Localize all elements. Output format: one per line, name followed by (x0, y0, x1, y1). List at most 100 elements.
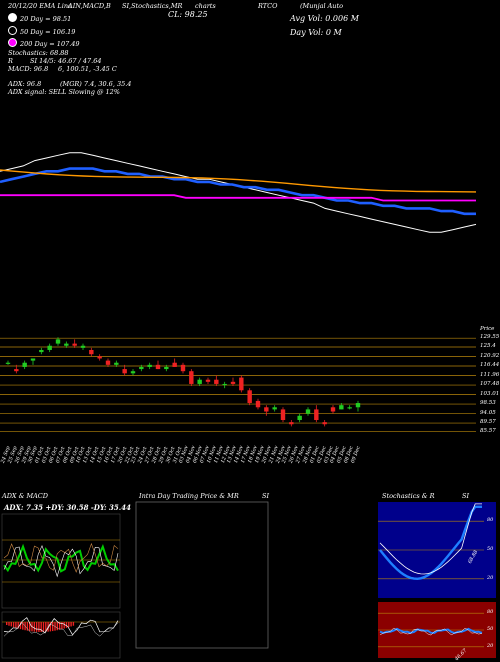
macd-hist-bar (19, 622, 22, 630)
price-tick-label: 116.44 (480, 362, 500, 369)
legend-50day: 50 Day = 106.19 (8, 26, 75, 36)
macd-hist-bar (15, 622, 17, 628)
candle-body (230, 381, 236, 384)
macd-hist-bar (35, 622, 38, 632)
candle-body (172, 362, 177, 367)
close-text: CL: 98.25 (168, 10, 208, 19)
macd-hist-bar (49, 622, 52, 632)
adx-stat: ADX: 96.8 (8, 80, 42, 88)
panel-tick-label: 80 (487, 517, 494, 524)
candle-body (155, 364, 161, 370)
intraday-panel-title: Intra Day Trading Price & MR (139, 492, 239, 500)
candle-body (130, 371, 136, 374)
candle-body (355, 403, 361, 408)
candle-body (180, 364, 186, 372)
macd-hist-bar (72, 622, 75, 626)
adx-values: (MGR) 7.4, 30.6, 35.4 (60, 80, 132, 88)
candle-body (139, 366, 144, 370)
macd-line (3, 617, 119, 636)
price-tick-label: 111.96 (480, 371, 500, 378)
panel-tick-label: 20 (487, 642, 494, 649)
panel-tick-label: 50 (487, 546, 494, 552)
avg-vol-text: Avg Vol: 0.006 M (290, 14, 359, 23)
price-tick-label: 103.01 (480, 390, 500, 397)
r-label: R (8, 57, 13, 65)
price-tick-label: 94.05 (480, 409, 496, 416)
macd-hist-bar (56, 622, 58, 631)
adx-orange-line (3, 542, 119, 573)
date-info: 20/12/20 EMA Line (8, 2, 72, 10)
panel-tick-label: 80 (487, 609, 494, 616)
macd-hist-bar (63, 622, 65, 629)
stoch-si-label: SI (462, 492, 470, 500)
legend-200day: 200 Day = 107.49 (8, 38, 80, 48)
macd-hist-bar (17, 622, 19, 629)
day-vol-text: Day Vol: 0 M (290, 28, 342, 37)
macd-hist-bar (68, 622, 70, 628)
macd-hist-bar (42, 622, 45, 632)
price-unit-label: Price (480, 326, 495, 332)
macd-signal-line (3, 622, 119, 637)
candle-body (89, 349, 94, 355)
macd-hist-bar (12, 622, 15, 628)
stoch-panel-title: Stochastics & R (382, 492, 435, 500)
macd-values: 6, 100.51, -3.45 C (58, 65, 117, 73)
candle-body (72, 343, 77, 346)
candle-body (222, 383, 227, 386)
price-tick-label: 120.92 (480, 352, 500, 359)
adx-white-line (3, 544, 119, 578)
si-signal-line (379, 627, 483, 636)
stochastics-stat: Stochastics: 68.88 (8, 49, 69, 57)
macd-hist-bar (10, 622, 12, 627)
candle-body (272, 407, 277, 410)
macd-hist-bar (33, 622, 35, 632)
candle-body (214, 379, 219, 384)
price-tick-label: 125.4 (480, 343, 496, 349)
intraday-panel-frame (135, 501, 269, 649)
source-label: charts (195, 2, 216, 10)
candle-body (114, 362, 119, 365)
extra-label: (Munjal Auto (300, 2, 344, 10)
ma-line-200-day (0, 194, 476, 202)
stoch-k-line (379, 505, 482, 581)
candle-body (247, 390, 252, 404)
adx-signal: ADX signal: SELL Slowing @ 12% (8, 88, 120, 96)
macd-hist-bar (8, 622, 10, 626)
macd-hist-bar (52, 622, 54, 632)
candle-body (264, 407, 269, 412)
price-tick-label: 107.48 (480, 381, 500, 388)
candle-body (339, 405, 344, 410)
price-tick-label: 98.53 (480, 400, 496, 407)
candle-body (122, 369, 127, 374)
candle-body (164, 366, 169, 370)
adx-green-line (3, 543, 119, 573)
candle-body (47, 345, 52, 350)
candle-body (39, 349, 44, 353)
stoch-label: SI,Stochastics,MR (122, 2, 183, 10)
macd-hist-bar (22, 622, 24, 630)
symbol: RTCO (258, 2, 278, 10)
candle-body (255, 400, 261, 408)
candle-body (22, 362, 27, 367)
ma-line-50-day (0, 167, 476, 216)
candle-body (30, 358, 36, 361)
candle-body (297, 415, 302, 421)
candle-body (347, 407, 352, 409)
candle-body (314, 409, 319, 421)
candle-body (147, 364, 152, 367)
indicators-label: AIN,MACD,B (68, 2, 111, 10)
legend-20day: 20 Day = 98.51 (8, 13, 71, 23)
candle-body (64, 343, 69, 346)
main-chart (0, 152, 477, 432)
candle-body (105, 360, 111, 365)
macd-hist-bar (45, 622, 47, 632)
macd-hist-bar (58, 622, 61, 630)
stoch-d-line (379, 503, 482, 575)
macd-hist-bar (61, 622, 63, 630)
ma-line-long (0, 169, 477, 193)
panel-tick-label: 20 (487, 574, 494, 581)
macd-stat: MACD: 96.8 (8, 65, 49, 73)
legend-swatch (8, 13, 17, 22)
candle-body (205, 379, 211, 382)
